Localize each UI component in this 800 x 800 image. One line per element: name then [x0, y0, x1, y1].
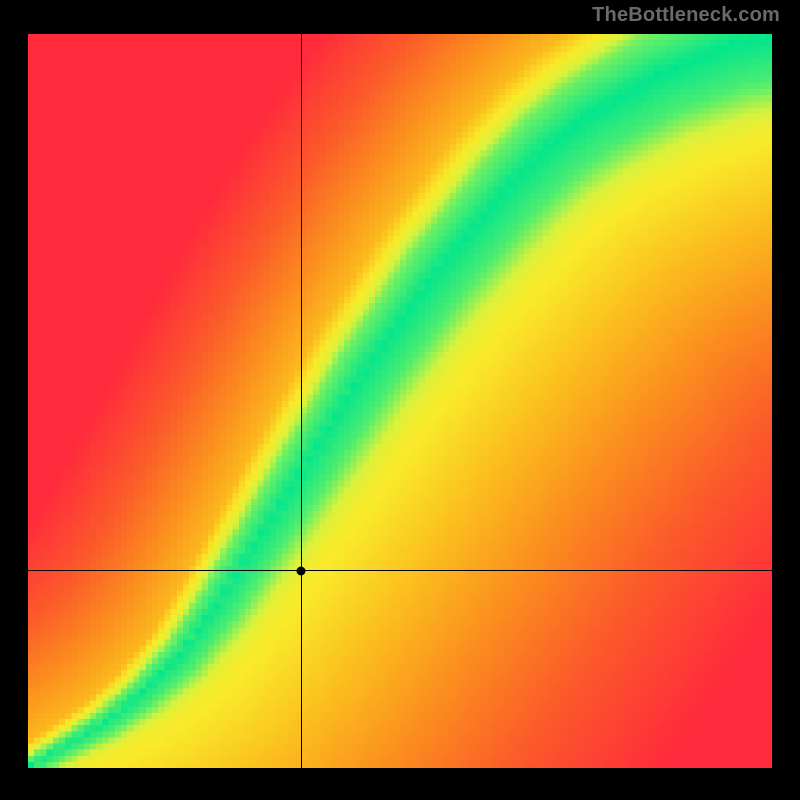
heatmap-canvas [28, 34, 772, 768]
chart-container: TheBottleneck.com [0, 0, 800, 800]
watermark-label: TheBottleneck.com [592, 4, 780, 27]
frame-left [0, 0, 28, 800]
frame-bottom [0, 768, 800, 800]
crosshair-vertical [301, 34, 302, 768]
frame-right [772, 0, 800, 800]
crosshair-marker [297, 566, 306, 575]
crosshair-horizontal [28, 570, 772, 571]
